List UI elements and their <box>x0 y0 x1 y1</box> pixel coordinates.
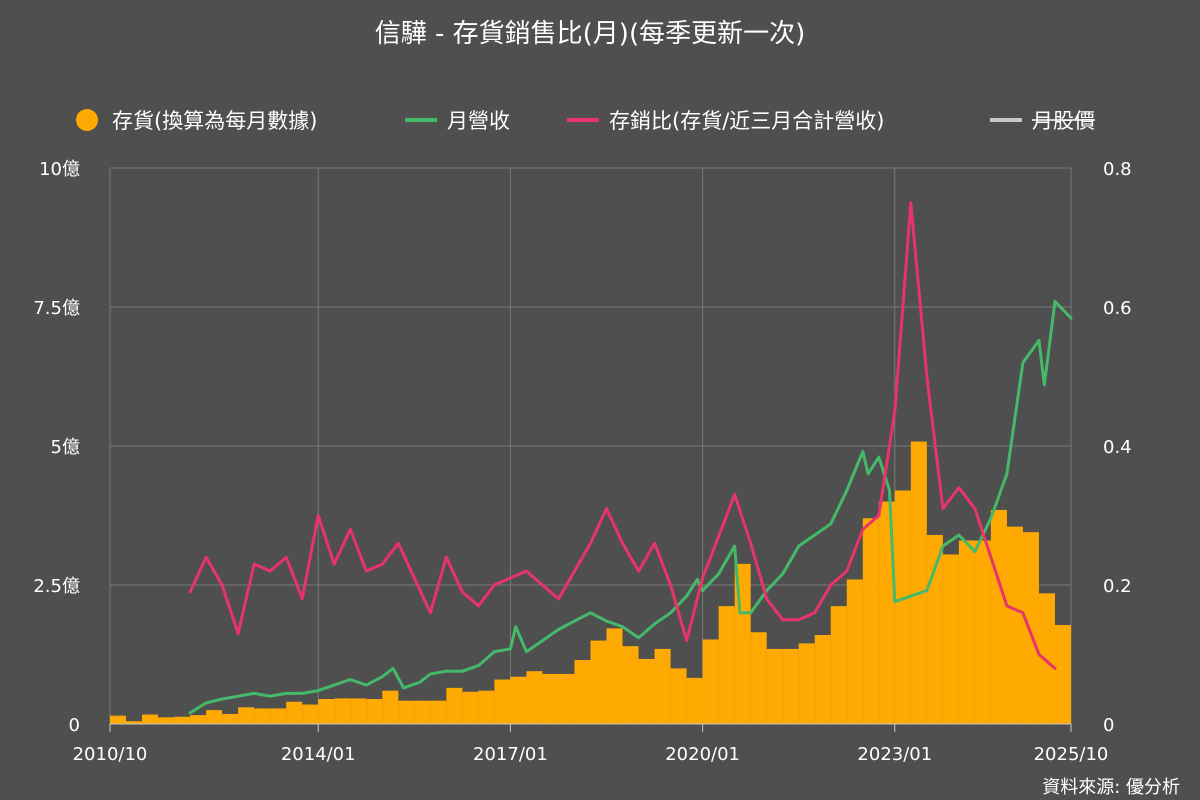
inventory-bar <box>862 518 879 724</box>
inventory-bar <box>654 648 671 724</box>
inventory-bar <box>542 673 559 724</box>
inventory-bar <box>382 690 399 724</box>
inventory-bar <box>254 708 271 724</box>
inventory-bar <box>958 540 975 724</box>
inventory-bar <box>766 648 783 724</box>
inventory-bar <box>158 717 175 724</box>
inventory-bar <box>334 698 351 724</box>
y-left-tick-label: 10億 <box>39 159 80 180</box>
inventory-bar <box>110 715 127 724</box>
inventory-bar <box>350 698 367 724</box>
legend-label: 月營收 <box>447 109 510 133</box>
revenue-line <box>188 299 1073 715</box>
inventory-bar <box>718 606 735 724</box>
x-tick-label: 2020/01 <box>665 744 740 765</box>
inventory-bar <box>446 687 463 724</box>
legend-label: 存銷比(存貨/近三月合計營收) <box>609 109 884 133</box>
inventory-bar <box>878 501 895 724</box>
inventory-bar <box>942 554 959 724</box>
y-left-tick-label: 2.5億 <box>33 576 80 597</box>
legend-marker-circle <box>76 109 98 131</box>
inventory-bar <box>846 579 863 724</box>
inventory-bar <box>462 691 479 724</box>
inventory-bar <box>430 700 447 724</box>
x-tick-label: 2025/10 <box>1034 744 1109 765</box>
inventory-bar <box>206 710 223 724</box>
inventory-bar <box>142 714 159 724</box>
legend: 存貨(換算為每月數據) 月營收 存銷比(存貨/近三月合計營收) 月股價 <box>76 109 1095 133</box>
inventory-bar <box>510 676 527 724</box>
inventory-bar <box>1006 526 1023 724</box>
inventory-bar <box>926 534 943 724</box>
inventory-bar <box>574 660 591 724</box>
inventory-bar <box>126 721 143 724</box>
y-right-tick-label: 0 <box>1103 715 1114 736</box>
inventory-bar <box>526 671 543 724</box>
x-tick-label: 2010/10 <box>73 744 148 765</box>
inventory-bar <box>782 648 799 724</box>
y-right-tick-label: 0.8 <box>1103 159 1132 180</box>
y-right-tick-label: 0.6 <box>1103 298 1132 319</box>
chart-title: 信驊 - 存貨銷售比(月)(每季更新一次) <box>375 19 806 49</box>
inventory-bar <box>174 716 191 724</box>
series-lines <box>188 201 1073 715</box>
inventory-bar <box>910 441 927 724</box>
y-left-tick-label: 7.5億 <box>33 298 80 319</box>
inventory-bar <box>894 490 911 724</box>
inventory-bar <box>590 640 607 724</box>
inventory-bar <box>494 679 511 724</box>
ratio-line <box>188 201 1057 670</box>
inventory-bar <box>1022 532 1039 724</box>
inventory-bar <box>814 635 831 724</box>
axes: 0 2.5億 5億 7.5億 10億 0 0.2 0.4 0.6 0.8 2010/10 2014/0… <box>33 159 1131 765</box>
inventory-bar <box>622 646 639 724</box>
inventory-bar <box>686 677 703 724</box>
inventory-bar <box>1054 625 1071 724</box>
inventory-bar <box>702 639 719 724</box>
legend-label: 存貨(換算為每月數據) <box>112 109 317 133</box>
x-tick-label: 2023/01 <box>857 744 932 765</box>
inventory-bar <box>414 700 431 724</box>
y-left-tick-label: 5億 <box>51 437 80 458</box>
inventory-bar <box>638 658 655 724</box>
y-left-tick-label: 0 <box>69 715 80 736</box>
y-right-tick-label: 0.2 <box>1103 576 1132 597</box>
inventory-bar <box>302 704 319 724</box>
inventory-bar <box>750 632 767 724</box>
inventory-bar <box>366 698 383 724</box>
source-label: 資料來源: 優分析 <box>1042 777 1180 798</box>
inventory-bar <box>1038 593 1055 724</box>
inventory-bar <box>478 690 495 724</box>
inventory-bar <box>270 708 287 724</box>
inventory-bar <box>974 540 991 724</box>
x-tick-label: 2017/01 <box>473 744 548 765</box>
inventory-bar <box>190 715 207 724</box>
legend-label: 月股價 <box>1032 109 1095 133</box>
y-right-tick-label: 0.4 <box>1103 437 1132 458</box>
inventory-bar <box>990 509 1007 724</box>
inventory-bar <box>398 700 415 724</box>
inventory-bar <box>606 628 623 724</box>
inventory-bar <box>318 698 335 724</box>
inventory-bar <box>558 673 575 724</box>
x-tick-label: 2014/01 <box>281 744 356 765</box>
inventory-bar <box>222 713 239 724</box>
inventory-bar <box>798 643 815 724</box>
inventory-bar <box>670 668 687 724</box>
inventory-bars <box>110 441 1071 724</box>
inventory-bar <box>830 606 847 724</box>
inventory-bar <box>238 707 255 724</box>
inventory-bar <box>286 701 303 724</box>
